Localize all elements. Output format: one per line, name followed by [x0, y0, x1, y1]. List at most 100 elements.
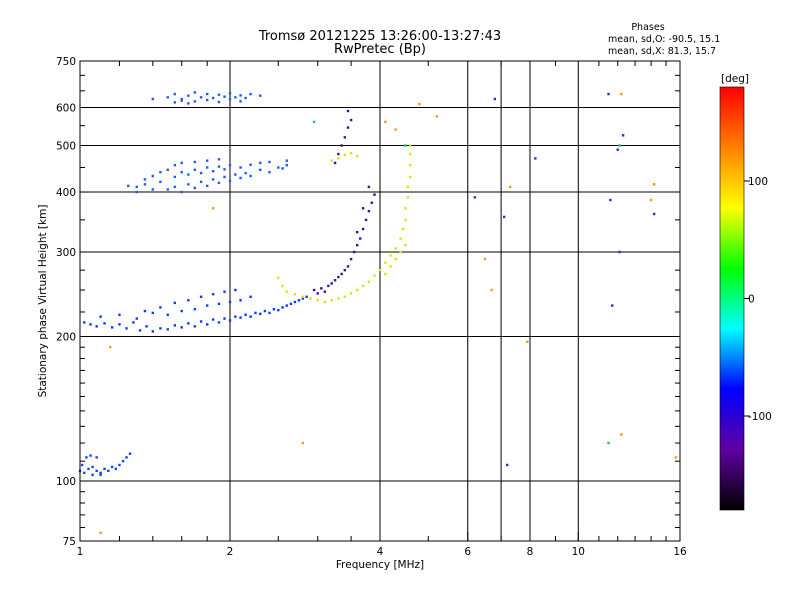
data-point	[239, 100, 242, 103]
data-point	[135, 190, 138, 194]
data-point	[173, 324, 177, 327]
data-point	[239, 299, 242, 302]
data-point	[205, 92, 209, 96]
data-point	[99, 473, 102, 477]
colorbar-gradient	[719, 86, 745, 511]
data-point	[199, 180, 203, 184]
data-point	[187, 183, 190, 186]
data-point	[211, 293, 215, 296]
data-point	[223, 168, 226, 171]
data-point	[125, 456, 128, 459]
data-point	[534, 157, 537, 160]
data-point	[409, 144, 412, 147]
data-point	[409, 175, 412, 179]
y-axis-ticks: 75 100 200 300 400 500 600 750	[56, 56, 680, 548]
data-point	[151, 311, 155, 315]
data-point	[249, 295, 252, 298]
data-point	[217, 165, 221, 168]
data-point	[337, 157, 340, 160]
x-tick-label: 8	[527, 546, 534, 558]
data-point	[80, 463, 84, 467]
data-point	[125, 327, 128, 330]
data-point	[223, 95, 226, 98]
data-point	[173, 101, 177, 104]
data-point	[406, 185, 410, 189]
data-point	[180, 190, 183, 194]
data-point	[384, 120, 387, 124]
data-point	[508, 185, 512, 189]
data-point	[244, 96, 247, 100]
data-point	[217, 158, 221, 161]
data-point	[159, 327, 162, 330]
data-point	[312, 120, 316, 124]
data-point	[114, 467, 118, 471]
data-point	[361, 284, 365, 288]
data-point	[135, 185, 138, 189]
data-point	[87, 467, 90, 471]
data-point	[223, 317, 226, 320]
data-point	[355, 155, 359, 158]
data-point	[526, 340, 529, 344]
data-point	[502, 215, 506, 219]
data-point	[373, 193, 376, 196]
data-point	[121, 459, 125, 463]
data-point	[389, 254, 392, 257]
data-point	[281, 306, 284, 309]
data-point	[234, 96, 237, 99]
data-point	[399, 250, 402, 254]
colorbar-tick-label: 0	[748, 294, 755, 306]
data-point	[384, 272, 387, 276]
data-point	[89, 454, 92, 457]
data-point	[285, 290, 288, 293]
data-point	[618, 250, 621, 254]
data-point	[228, 163, 232, 167]
data-point	[187, 102, 190, 105]
data-point	[409, 152, 412, 156]
data-point	[127, 184, 130, 188]
data-point	[159, 170, 162, 174]
data-point	[254, 311, 257, 315]
data-point	[249, 174, 252, 178]
y-tick-label: 100	[56, 476, 76, 488]
data-point	[205, 323, 209, 326]
data-point	[187, 299, 190, 302]
data-point	[173, 175, 177, 179]
data-point	[193, 91, 197, 94]
data-point	[199, 171, 203, 175]
data-point	[110, 326, 114, 329]
data-point	[151, 330, 155, 333]
data-point	[249, 92, 252, 96]
data-point	[323, 290, 327, 293]
scatter-points	[78, 91, 678, 535]
y-tick-label: 600	[56, 103, 76, 115]
data-point	[223, 175, 226, 179]
data-point	[607, 441, 610, 445]
y-tick-label: 300	[56, 247, 76, 259]
data-point	[159, 306, 162, 309]
data-point	[193, 186, 197, 190]
data-point	[180, 99, 183, 102]
data-point	[187, 173, 190, 176]
data-point	[505, 463, 509, 467]
data-point	[143, 183, 147, 186]
x-axis-label: Frequency [MHz]	[336, 559, 424, 571]
data-point	[211, 178, 215, 181]
x-tick-label: 16	[673, 546, 687, 558]
data-point	[418, 102, 421, 106]
data-point	[327, 284, 330, 288]
data-point	[355, 288, 359, 292]
y-tick-label: 750	[56, 56, 76, 68]
data-point	[187, 94, 190, 97]
data-point	[211, 96, 215, 100]
data-point	[234, 288, 237, 292]
data-point	[618, 144, 621, 147]
data-point	[228, 300, 232, 304]
data-point	[394, 247, 397, 250]
data-point	[435, 115, 438, 118]
data-point	[83, 321, 86, 324]
phase-colorbar: [deg] 100 0 -100	[719, 73, 772, 511]
data-point	[103, 322, 106, 325]
data-point	[143, 178, 147, 181]
x-tick-label: 2	[227, 546, 234, 558]
data-point	[404, 144, 407, 147]
